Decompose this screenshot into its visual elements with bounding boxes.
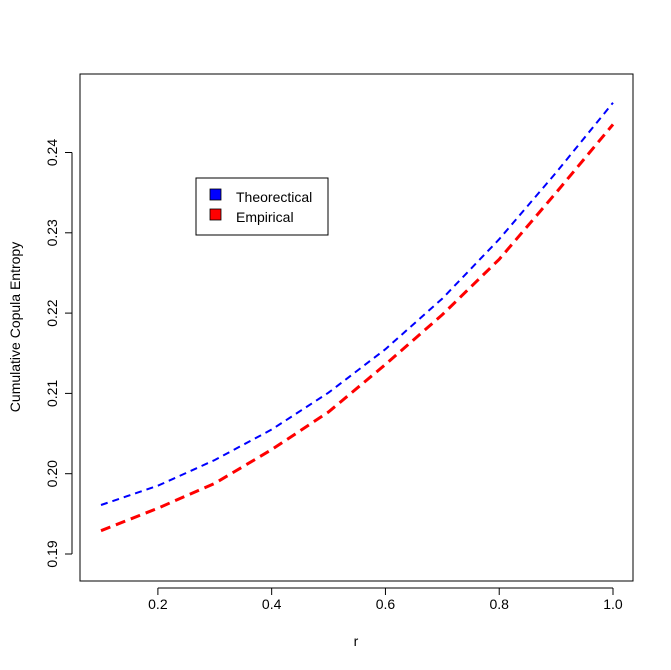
y-tick-label: 0.23 <box>44 219 60 246</box>
legend-label-empirical: Empirical <box>236 209 294 225</box>
legend: Theorectical Empirical <box>195 177 329 236</box>
x-tick-label: 1.0 <box>603 596 623 612</box>
legend-label-theorectical: Theorectical <box>236 189 312 205</box>
legend-box <box>195 177 329 236</box>
y-tick-label: 0.24 <box>44 139 60 166</box>
x-tick-label: 0.2 <box>148 596 168 612</box>
x-tick-label: 0.6 <box>376 596 396 612</box>
plot-frame <box>79 73 634 582</box>
y-axis-title: Cumulative Copula Entropy <box>7 242 23 412</box>
x-tick-label: 0.8 <box>489 596 509 612</box>
y-tick-label: 0.20 <box>44 460 60 487</box>
x-axis: 0.2 0.4 0.6 0.8 1.0 <box>148 587 623 612</box>
x-tick-label: 0.4 <box>262 596 282 612</box>
y-tick-label: 0.21 <box>44 380 60 407</box>
legend-swatch-empirical <box>209 208 222 221</box>
series-line-empirical <box>100 123 615 533</box>
x-axis-title: r <box>354 633 359 649</box>
series-layer <box>100 102 615 533</box>
y-axis: 0.19 0.20 0.21 0.22 0.23 0.24 <box>44 139 73 568</box>
series-line-theorectical <box>100 102 614 506</box>
y-tick-label: 0.19 <box>44 540 60 567</box>
y-tick-label: 0.22 <box>44 299 60 326</box>
legend-swatch-theorectical <box>209 188 222 201</box>
